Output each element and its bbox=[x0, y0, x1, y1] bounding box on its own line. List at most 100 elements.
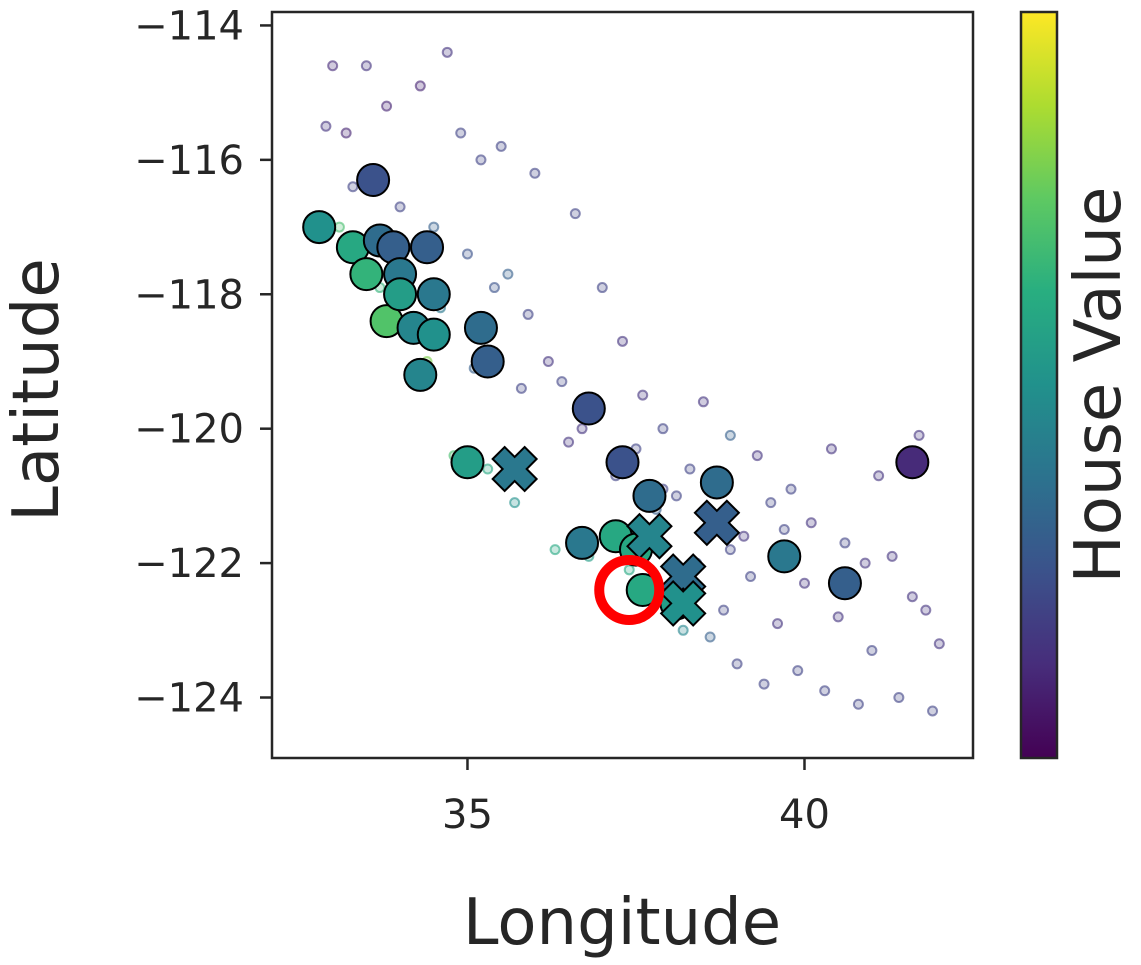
bg-point bbox=[819, 685, 831, 697]
x-axis-title: Longitude bbox=[463, 886, 781, 960]
bg-point bbox=[495, 140, 507, 152]
y-axis-title: Latitude bbox=[0, 258, 74, 521]
bg-point bbox=[428, 221, 440, 233]
bg-point bbox=[933, 638, 945, 650]
bg-point bbox=[731, 658, 743, 670]
x-tick-label: 35 bbox=[442, 792, 493, 838]
bg-point bbox=[852, 698, 864, 710]
bg-point bbox=[327, 60, 339, 72]
bg-point bbox=[576, 423, 588, 435]
highlight-point bbox=[410, 230, 445, 265]
y-tick-label: −118 bbox=[134, 272, 244, 318]
highlight-point bbox=[767, 539, 802, 574]
colorbar bbox=[1019, 10, 1059, 760]
bg-point bbox=[832, 611, 844, 623]
highlight-point bbox=[302, 210, 337, 245]
bg-point bbox=[475, 154, 487, 166]
bg-point bbox=[684, 463, 696, 475]
highlight-ring bbox=[594, 554, 665, 625]
highlight-point bbox=[827, 566, 862, 601]
highlight-point bbox=[463, 310, 498, 345]
bg-point bbox=[394, 201, 406, 213]
y-tick-label: −116 bbox=[134, 138, 244, 184]
x-axis: 35 40 bbox=[442, 758, 830, 838]
bg-point bbox=[704, 631, 716, 643]
cross-marker bbox=[659, 580, 707, 627]
bg-point bbox=[927, 705, 939, 717]
bg-point bbox=[670, 490, 682, 502]
bg-point bbox=[542, 355, 554, 367]
bg-point bbox=[347, 181, 359, 193]
plot-frame bbox=[270, 10, 975, 760]
bg-point bbox=[381, 100, 393, 112]
highlight-point bbox=[450, 445, 485, 480]
highlight-point bbox=[571, 391, 606, 426]
bg-point bbox=[886, 550, 898, 562]
points-layer bbox=[302, 46, 945, 717]
y-tick-label: −114 bbox=[134, 3, 244, 49]
bg-point bbox=[549, 544, 561, 556]
highlight-point bbox=[699, 465, 734, 500]
bg-point bbox=[529, 167, 541, 179]
bg-point bbox=[637, 389, 649, 401]
bg-point bbox=[751, 450, 763, 462]
bg-point bbox=[502, 268, 514, 280]
bg-point bbox=[906, 591, 918, 603]
bg-point bbox=[765, 497, 777, 509]
bg-point bbox=[488, 282, 500, 294]
bg-point bbox=[798, 577, 810, 589]
highlight-point bbox=[416, 277, 451, 312]
bg-point bbox=[414, 80, 426, 92]
bg-point bbox=[772, 618, 784, 630]
bg-point bbox=[509, 497, 521, 509]
highlight-point bbox=[383, 277, 418, 312]
bg-point bbox=[333, 221, 345, 233]
bg-point bbox=[455, 127, 467, 139]
bg-point bbox=[563, 436, 575, 448]
highlight-point bbox=[605, 445, 640, 480]
bg-point bbox=[859, 557, 871, 569]
bg-point bbox=[657, 423, 669, 435]
bg-point bbox=[441, 46, 453, 58]
highlight-point bbox=[356, 163, 391, 198]
bg-point bbox=[778, 523, 790, 535]
bg-point bbox=[893, 692, 905, 704]
bg-point bbox=[785, 483, 797, 495]
bg-point bbox=[461, 248, 473, 260]
x-tick-label: 40 bbox=[779, 792, 830, 838]
y-tick-label: −122 bbox=[134, 541, 244, 587]
y-tick-label: −120 bbox=[134, 407, 244, 453]
bg-point bbox=[320, 120, 332, 132]
colorbar-label: House Value bbox=[1062, 187, 1136, 584]
bg-point bbox=[792, 665, 804, 677]
bg-point bbox=[556, 376, 568, 388]
bg-point bbox=[805, 517, 817, 529]
bg-point bbox=[623, 564, 635, 576]
bg-point bbox=[515, 382, 527, 394]
bg-point bbox=[913, 429, 925, 441]
bg-point bbox=[825, 443, 837, 455]
bg-point bbox=[360, 60, 372, 72]
cross-marker bbox=[626, 512, 673, 560]
bg-point bbox=[839, 537, 851, 549]
bg-point bbox=[677, 624, 689, 636]
cross-marker bbox=[491, 445, 539, 493]
bg-point bbox=[697, 396, 709, 408]
bg-point bbox=[873, 470, 885, 482]
bg-point bbox=[596, 282, 608, 294]
bg-point bbox=[758, 678, 770, 690]
bg-point bbox=[724, 429, 736, 441]
bg-point bbox=[866, 644, 878, 656]
highlight-point bbox=[470, 344, 505, 379]
bg-point bbox=[482, 463, 494, 475]
highlight-point bbox=[632, 478, 667, 513]
bg-point bbox=[340, 127, 352, 139]
highlight-point bbox=[349, 257, 384, 292]
bg-point bbox=[569, 208, 581, 220]
y-axis: −114 −116 −118 −120 −122 −124 bbox=[134, 3, 272, 722]
bg-point bbox=[745, 571, 757, 583]
highlight-point bbox=[416, 317, 451, 352]
highlight-point bbox=[895, 445, 930, 480]
highlight-point bbox=[565, 525, 600, 560]
